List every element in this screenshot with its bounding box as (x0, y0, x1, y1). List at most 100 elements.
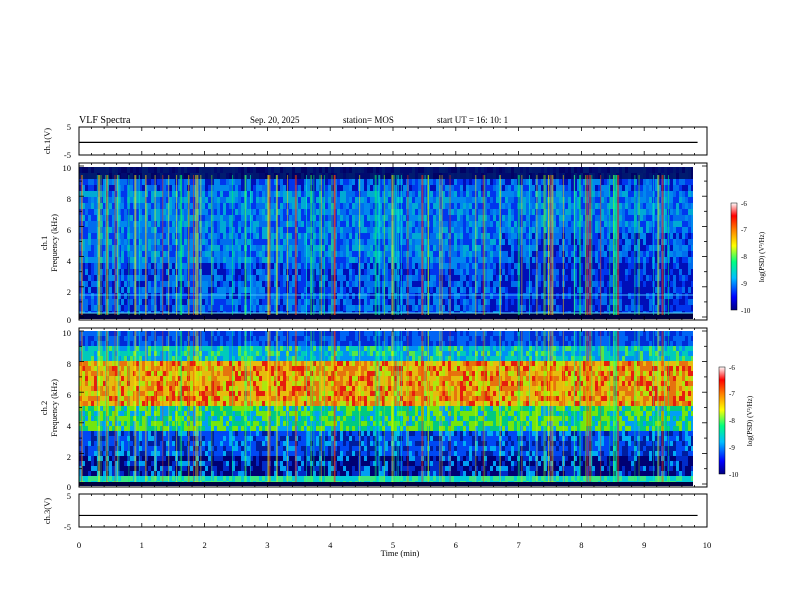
spec1-cell (112, 179, 115, 185)
spec1-cell (298, 239, 301, 245)
spec1-cell (166, 185, 169, 191)
spec1-cell (505, 179, 508, 185)
spec1-cell (478, 179, 481, 185)
spec1-cell (415, 221, 418, 227)
spec1-cell (568, 239, 571, 245)
spec1-cell (478, 281, 481, 287)
spec1-cell (568, 305, 571, 311)
spec1-cell (634, 209, 637, 215)
spec1-cell (205, 185, 208, 191)
spec1-cell (223, 239, 226, 245)
ch1-spectrogram-panel: 0 2 4 6 8 10 ch.1 Frequency (kHz) (39, 162, 708, 325)
spec1-cell (433, 209, 436, 215)
spec1-cell (289, 299, 292, 305)
spec1-cell (223, 227, 226, 233)
spec1-cell (619, 197, 622, 203)
spec1-cell (313, 221, 316, 227)
spec1-cell (565, 191, 568, 197)
spec1-cell (646, 227, 649, 233)
spec1-cell (340, 233, 343, 239)
spec1-cell (340, 269, 343, 275)
spec1-cell (604, 245, 607, 251)
spec1-cell (280, 233, 283, 239)
spec1-cell (556, 305, 559, 311)
spec1-cell (238, 263, 241, 269)
spec1-cell (373, 269, 376, 275)
spec1-cell (169, 281, 172, 287)
spec1-cell (322, 305, 325, 311)
spec1-cell (328, 215, 331, 221)
spec1-cell (328, 305, 331, 311)
spec1-cell (256, 275, 259, 281)
spec1-cell (349, 245, 352, 251)
spec1-cell (262, 275, 265, 281)
spec1-cell (574, 239, 577, 245)
spec1-cell (481, 233, 484, 239)
spec1-cell (277, 275, 280, 281)
spec1-cell (352, 281, 355, 287)
spec1-cell (190, 287, 193, 293)
spec1-cell (538, 257, 541, 263)
spec1-cell (604, 305, 607, 311)
spec1-cell (538, 245, 541, 251)
spec1-cell (94, 191, 97, 197)
spec1-cell (523, 239, 526, 245)
spec1-cell (508, 209, 511, 215)
spec1-cell (376, 245, 379, 251)
spec1-cell (523, 275, 526, 281)
spec1-cell (649, 245, 652, 251)
spec1-cell (541, 191, 544, 197)
spec1-cell (490, 263, 493, 269)
spec1-cell (217, 269, 220, 275)
spec1-cell (151, 239, 154, 245)
spec1-cell (457, 227, 460, 233)
spec1-cell (457, 203, 460, 209)
spec1-cell (292, 275, 295, 281)
spec1-cell (103, 227, 106, 233)
spec1-cell (565, 281, 568, 287)
spec1-cell (592, 227, 595, 233)
spec1-cell (577, 281, 580, 287)
spec1-cell (289, 263, 292, 269)
spec1-cell (88, 215, 91, 221)
spec1-cell (568, 257, 571, 263)
spec1-cell (481, 197, 484, 203)
spec1-cell (646, 281, 649, 287)
spec1-cell (559, 209, 562, 215)
spec1-cell (442, 197, 445, 203)
spec1-cell (256, 287, 259, 293)
spec1-cell (151, 263, 154, 269)
spec1-cell (601, 191, 604, 197)
spec1-cell (640, 227, 643, 233)
spec1-cell (349, 221, 352, 227)
spec1-cell (319, 203, 322, 209)
spec1-cell (394, 245, 397, 251)
spec1-cell (382, 251, 385, 257)
spec1-cell (415, 227, 418, 233)
spec1-cell (157, 257, 160, 263)
spec1-cell (493, 299, 496, 305)
spec1-cell (148, 221, 151, 227)
spec1-cell (328, 197, 331, 203)
spec1-cell (454, 305, 457, 311)
spec1-cell (346, 227, 349, 233)
spec1-cell (370, 215, 373, 221)
spec1-cell (493, 185, 496, 191)
spec1-cell (250, 215, 253, 221)
spec1-cell (385, 233, 388, 239)
spec1-cell (385, 221, 388, 227)
spec1-cell (601, 185, 604, 191)
spec1-cell (172, 245, 175, 251)
spec1-cell (595, 299, 598, 305)
spec1-cell (619, 227, 622, 233)
spec1-cell (82, 221, 85, 227)
spec1-cell (322, 251, 325, 257)
spec1-cell (481, 179, 484, 185)
spec1-cell (442, 293, 445, 299)
spec1-cell (367, 191, 370, 197)
spec1-cell (568, 191, 571, 197)
spec1-cell (277, 221, 280, 227)
spec1-cell (373, 287, 376, 293)
spec1-cell (598, 227, 601, 233)
spec1-cell (475, 191, 478, 197)
